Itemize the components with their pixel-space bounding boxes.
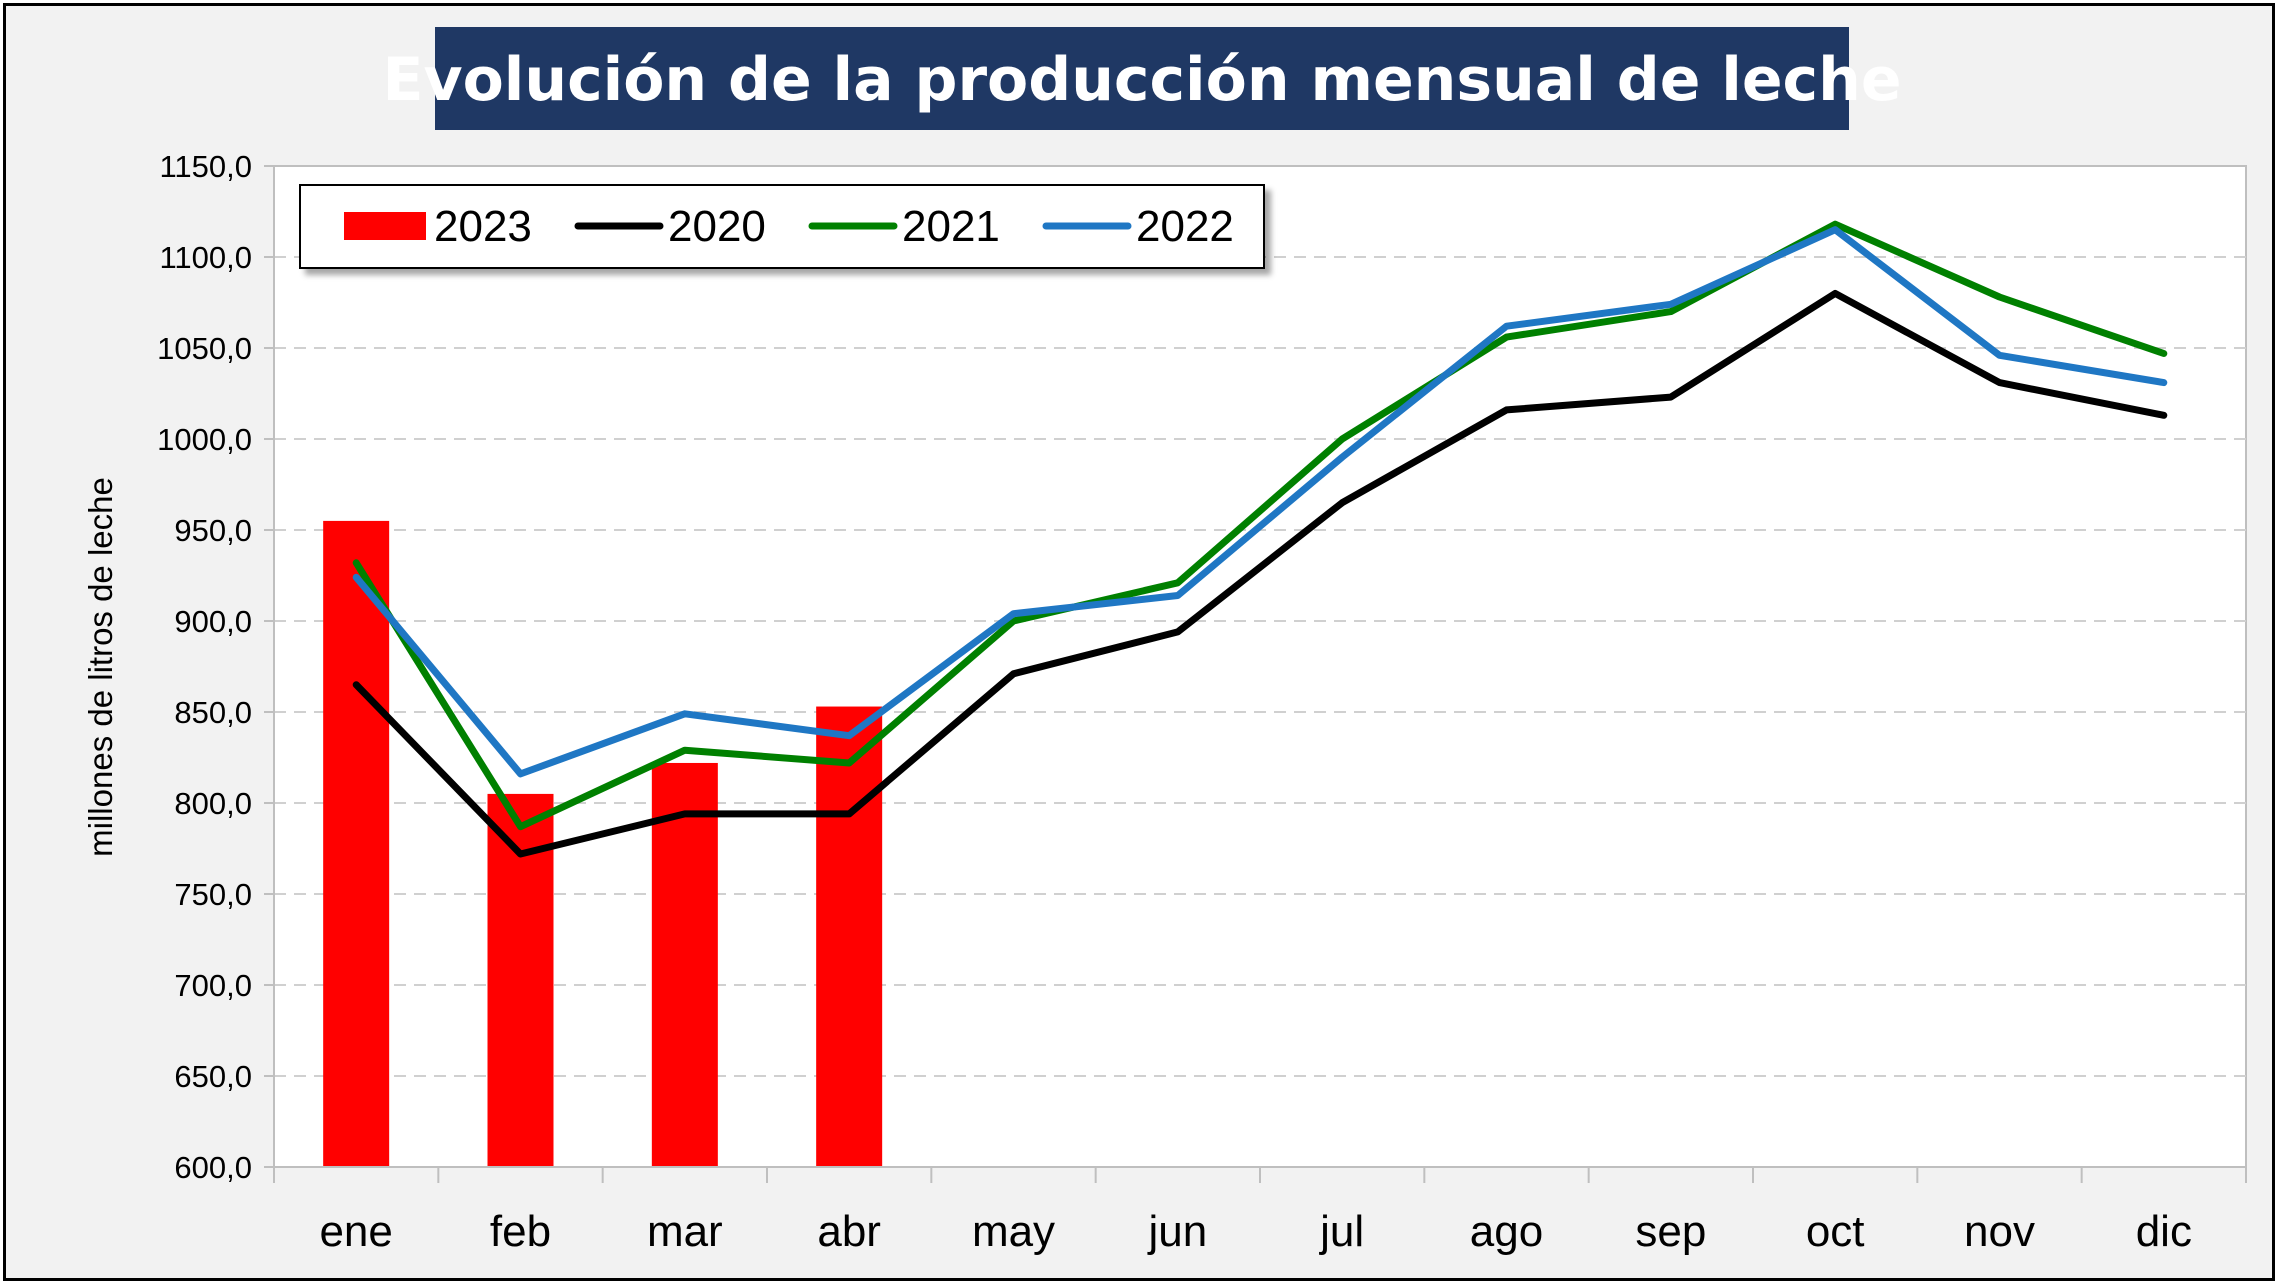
legend-label-2022: 2022	[1136, 202, 1234, 251]
axes	[264, 165, 2247, 1183]
y-tick-label: 600,0	[174, 1150, 252, 1185]
plot-area	[273, 165, 2247, 1168]
x-tick-label: ago	[1470, 1207, 1543, 1256]
line-series	[352, 220, 2168, 858]
x-tick-label: oct	[1806, 1207, 1865, 1256]
y-tick-label: 650,0	[174, 1059, 252, 1094]
x-tick-label: may	[972, 1207, 1055, 1256]
bar-2023-ene	[323, 520, 390, 1167]
y-tick-label: 900,0	[174, 604, 252, 639]
y-tick-label: 1050,0	[157, 331, 252, 366]
y-tick-label: 950,0	[174, 513, 252, 548]
line-2020	[352, 289, 2168, 858]
y-tick-label: 750,0	[174, 877, 252, 912]
bar-2023-mar	[651, 762, 718, 1167]
legend: 2023 2020 2021 2022	[299, 184, 1265, 269]
legend-label-2020: 2020	[668, 202, 766, 251]
x-tick-label: sep	[1635, 1207, 1706, 1256]
chart-title-box: Evolución de la producción mensual de le…	[382, 27, 1902, 130]
x-tick-label: jul	[1318, 1207, 1364, 1256]
line-2021	[352, 220, 2168, 831]
x-tick-labels: ene feb mar abr may jun jul ago sep oct nov dic	[319, 1207, 2192, 1256]
x-tick-label: feb	[490, 1207, 551, 1256]
y-tick-label: 700,0	[174, 968, 252, 1003]
y-tick-labels: 600,0 650,0 700,0 750,0 800,0 850,0 900,0 950,0…	[157, 149, 252, 1185]
x-tick-label: jun	[1146, 1207, 1207, 1256]
y-tick-label: 800,0	[174, 786, 252, 821]
y-axis-label: millones de litros de leche	[82, 477, 119, 857]
y-tick-label: 1150,0	[159, 149, 252, 184]
x-tick-label: ene	[319, 1207, 392, 1256]
x-tick-label: dic	[2136, 1207, 2192, 1256]
legend-label-2023: 2023	[434, 202, 532, 251]
line-2022	[352, 226, 2168, 778]
bars-2023	[323, 520, 883, 1167]
x-tick-label: nov	[1964, 1207, 2035, 1256]
legend-swatch-2023	[344, 212, 426, 240]
y-tick-label: 1000,0	[157, 422, 252, 457]
y-tick-label: 850,0	[174, 695, 252, 730]
chart-title: Evolución de la producción mensual de le…	[382, 45, 1901, 115]
x-tick-label: abr	[817, 1207, 881, 1256]
y-tick-label: 1100,0	[159, 240, 252, 275]
legend-label-2021: 2021	[902, 202, 1000, 251]
x-tick-label: mar	[647, 1207, 723, 1256]
bar-2023-abr	[816, 706, 883, 1167]
